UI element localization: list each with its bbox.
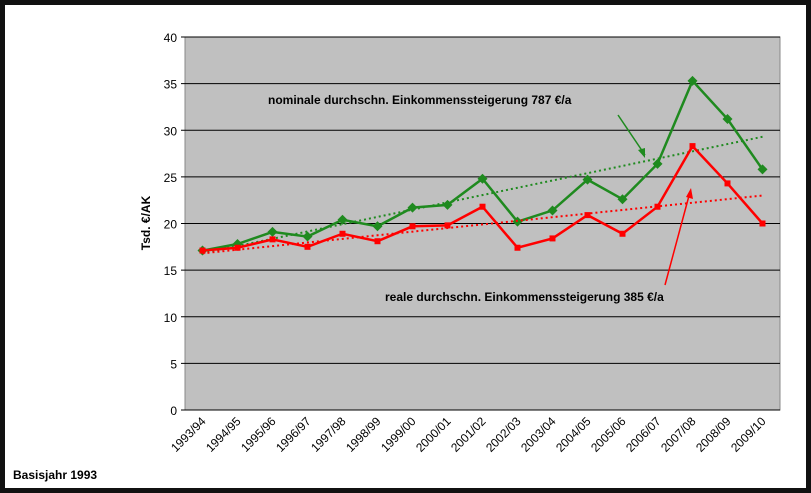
marker xyxy=(337,214,348,225)
annotation-arrow xyxy=(617,114,646,156)
y-tick-label: 25 xyxy=(164,171,178,185)
marker xyxy=(269,236,276,243)
marker xyxy=(479,203,486,210)
marker xyxy=(584,212,591,219)
marker xyxy=(689,143,696,150)
marker xyxy=(234,244,241,251)
footnote: Basisjahr 1993 xyxy=(13,468,97,482)
marker xyxy=(374,238,381,245)
marker xyxy=(549,235,556,242)
marker xyxy=(757,164,768,175)
y-tick-label: 10 xyxy=(164,311,178,325)
marker xyxy=(619,230,626,237)
marker xyxy=(302,231,313,242)
marker xyxy=(477,173,488,184)
y-tick-label: 0 xyxy=(170,404,177,418)
marker xyxy=(724,180,731,187)
y-tick-label: 30 xyxy=(164,124,178,138)
marker xyxy=(547,205,558,216)
marker xyxy=(617,194,628,205)
marker xyxy=(654,203,661,210)
marker xyxy=(442,199,453,210)
arrow-head xyxy=(638,148,645,158)
marker xyxy=(759,220,766,227)
marker xyxy=(372,221,383,232)
marker xyxy=(582,174,593,185)
annotation: reale durchschn. Einkommenssteigerung 38… xyxy=(385,290,664,304)
y-tick-label: 5 xyxy=(170,357,177,371)
trend-line xyxy=(202,194,763,255)
marker xyxy=(339,230,346,237)
marker xyxy=(687,75,698,86)
marker xyxy=(514,244,521,251)
y-axis-label: Tsd. €/AK xyxy=(139,195,153,250)
marker xyxy=(407,202,418,213)
y-tick-label: 20 xyxy=(164,218,178,232)
y-tick-label: 35 xyxy=(164,78,178,92)
marker xyxy=(722,114,733,125)
marker xyxy=(304,243,311,250)
annotation-arrow xyxy=(664,191,691,286)
annotation: nominale durchschn. Einkommenssteigerung… xyxy=(268,93,572,107)
marker xyxy=(409,223,416,230)
y-tick-label: 15 xyxy=(164,264,178,278)
marker xyxy=(652,158,663,169)
marker xyxy=(199,247,206,254)
marker xyxy=(267,226,278,237)
arrow-head xyxy=(686,188,693,199)
y-tick-label: 40 xyxy=(164,31,178,45)
marker xyxy=(444,222,451,229)
